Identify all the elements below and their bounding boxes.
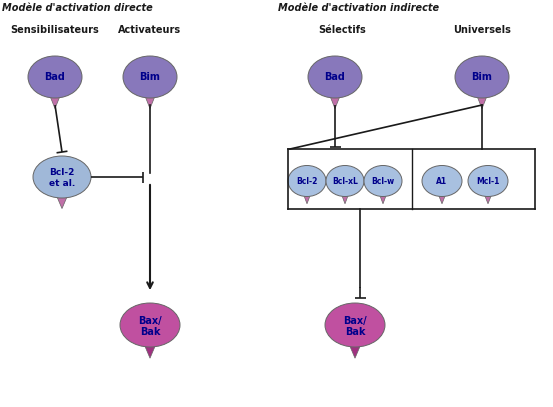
Polygon shape [144, 95, 155, 109]
Ellipse shape [120, 303, 180, 347]
Ellipse shape [364, 166, 402, 197]
Ellipse shape [468, 166, 508, 197]
Text: Bax/: Bax/ [343, 315, 367, 326]
Text: Bim: Bim [139, 72, 160, 82]
Polygon shape [330, 95, 341, 109]
Text: Universels: Universels [453, 25, 511, 35]
Polygon shape [349, 344, 361, 358]
Text: Modèle d'activation directe: Modèle d'activation directe [2, 3, 153, 13]
Ellipse shape [308, 56, 362, 98]
Ellipse shape [28, 56, 82, 98]
Text: Bad: Bad [325, 72, 346, 82]
Polygon shape [144, 344, 156, 358]
Text: Bim: Bim [472, 72, 492, 82]
Text: Mcl-1: Mcl-1 [476, 177, 500, 186]
Polygon shape [56, 195, 68, 209]
Text: Bak: Bak [345, 326, 365, 337]
Ellipse shape [33, 156, 91, 198]
Ellipse shape [325, 303, 385, 347]
Polygon shape [379, 193, 387, 204]
Text: Bcl-2: Bcl-2 [296, 177, 317, 186]
Text: Modèle d'activation indirecte: Modèle d'activation indirecte [278, 3, 439, 13]
Text: Sensibilisateurs: Sensibilisateurs [11, 25, 100, 35]
Polygon shape [484, 193, 492, 204]
Ellipse shape [288, 166, 326, 197]
Polygon shape [341, 193, 349, 204]
Ellipse shape [455, 56, 509, 98]
Ellipse shape [326, 166, 364, 197]
Text: et al.: et al. [49, 179, 75, 188]
Polygon shape [477, 95, 487, 109]
Ellipse shape [123, 56, 177, 98]
Text: Bcl-xL: Bcl-xL [332, 177, 358, 186]
Text: Bak: Bak [140, 326, 160, 337]
Polygon shape [303, 193, 311, 204]
Text: Activateurs: Activateurs [118, 25, 181, 35]
Text: A1: A1 [436, 177, 447, 186]
Polygon shape [50, 95, 60, 109]
Text: Sélectifs: Sélectifs [318, 25, 366, 35]
Text: Bax/: Bax/ [138, 315, 162, 326]
Text: Bad: Bad [45, 72, 65, 82]
Text: Bcl-w: Bcl-w [372, 177, 394, 186]
Ellipse shape [422, 166, 462, 197]
Text: Bcl-2: Bcl-2 [49, 168, 75, 177]
Polygon shape [438, 193, 446, 204]
